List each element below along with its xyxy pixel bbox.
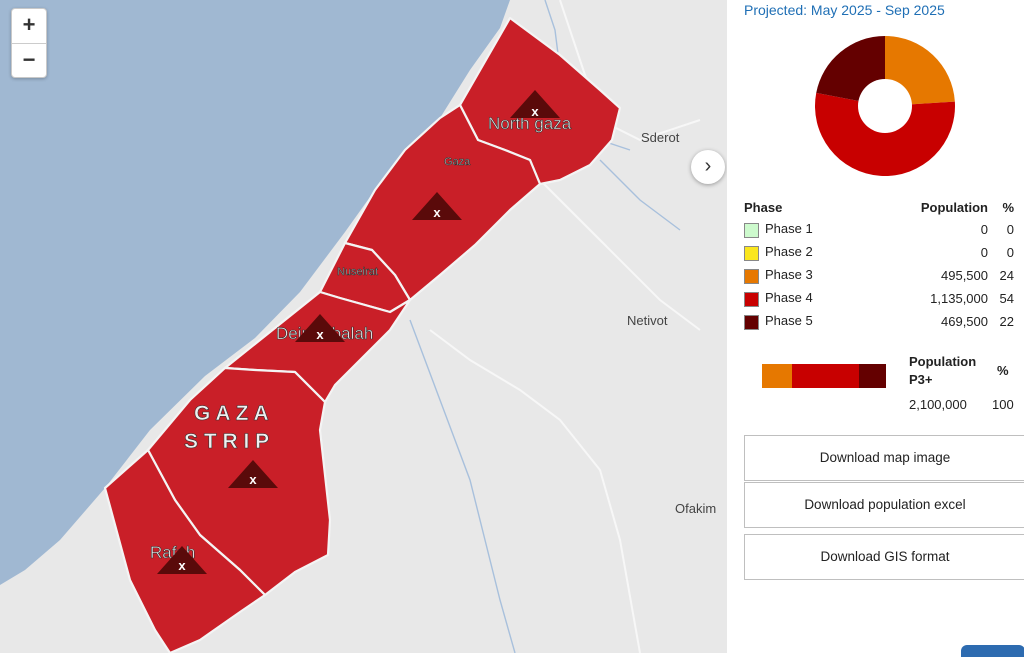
p3-header-line1: Population <box>909 354 977 369</box>
phase-donut-chart <box>815 36 955 176</box>
p3-pct-header: % <box>997 363 1009 378</box>
label-north-gaza: North gaza <box>488 114 572 133</box>
label-ofakim: Ofakim <box>675 501 716 516</box>
marker-x: x <box>178 558 186 573</box>
download-population-excel-button[interactable]: Download population excel <box>744 482 1024 528</box>
famine-marker-khan-younis[interactable]: x <box>228 460 278 488</box>
marker-x: x <box>316 327 324 342</box>
phase-pct: 0 <box>1006 222 1014 237</box>
phase-pct: 24 <box>999 268 1014 283</box>
phase-pct: 22 <box>999 314 1014 329</box>
label-sderot: Sderot <box>641 130 680 145</box>
famine-marker-gaza[interactable]: x <box>412 192 462 220</box>
phase-swatch <box>744 291 759 307</box>
phase-population: 0 <box>980 222 988 237</box>
table-row: Phase 5 469,500 22 <box>744 310 1014 333</box>
phase-population: 495,500 <box>941 268 988 283</box>
phase-population: 0 <box>980 245 988 260</box>
zoom-control: + − <box>11 8 47 78</box>
phase-swatch <box>744 268 759 284</box>
col-header-pct: % <box>1002 199 1014 215</box>
phase-pct: 54 <box>999 291 1014 306</box>
label-gaza-strip-line1: G A Z A <box>194 402 269 425</box>
phase-population: 1,135,000 <box>930 291 988 306</box>
phase-swatch <box>744 245 759 261</box>
p3-header-line2: P3+ <box>909 372 933 387</box>
col-header-phase: Phase <box>744 199 783 215</box>
chevron-right-icon: › <box>704 155 712 177</box>
p3-bar-segment-phase-5 <box>858 364 886 388</box>
p3-header: Population P3+ <box>909 353 976 389</box>
phase-label: Phase 1 <box>765 221 813 237</box>
download-map-image-button[interactable]: Download map image <box>744 435 1024 481</box>
map-view[interactable]: North gaza Gaza Nuseirat Deir Al-balah G… <box>0 0 727 653</box>
famine-marker-north-gaza[interactable]: x <box>510 90 560 119</box>
p3-pct: 100 <box>992 397 1014 412</box>
projection-period: Projected: May 2025 - Sep 2025 <box>744 2 945 18</box>
marker-x: x <box>249 472 257 487</box>
famine-markers: x x x x x <box>157 90 560 574</box>
table-row: Phase 1 0 0 <box>744 218 1014 241</box>
col-header-population: Population <box>920 199 988 215</box>
zoom-out-button[interactable]: − <box>12 43 46 78</box>
p3-population: 2,100,000 <box>909 397 967 412</box>
label-gaza: Gaza <box>444 156 471 168</box>
phase-label: Phase 4 <box>765 290 813 306</box>
famine-marker-rafah[interactable]: x <box>157 546 207 574</box>
p3-bar-segment-phase-4 <box>791 364 859 388</box>
phase-population: 469,500 <box>941 314 988 329</box>
info-panel: Projected: May 2025 - Sep 2025 Phase Pop… <box>727 0 1024 657</box>
sea <box>0 0 510 585</box>
table-row: Phase 2 0 0 <box>744 241 1014 264</box>
famine-marker-deir-al-balah[interactable]: x <box>295 314 345 342</box>
donut-slice-phase-4[interactable] <box>815 92 955 176</box>
p3-bar-segment-phase-3 <box>762 364 792 388</box>
marker-x: x <box>433 205 441 220</box>
zoom-in-button[interactable]: + <box>22 12 36 37</box>
scroll-top-button[interactable] <box>961 645 1024 657</box>
marker-x: x <box>531 104 539 119</box>
phase-swatch <box>744 222 759 238</box>
table-row: Phase 3 495,500 24 <box>744 264 1014 287</box>
phase-label: Phase 3 <box>765 267 813 283</box>
label-netivot: Netivot <box>627 313 668 328</box>
p3-stacked-bar <box>762 364 886 388</box>
phase-table: Phase Population % Phase 1 0 0 Phase 2 0… <box>744 196 1014 333</box>
expand-panel-button[interactable]: › <box>691 150 725 184</box>
label-nuseirat: Nuseirat <box>337 266 378 278</box>
download-gis-button[interactable]: Download GIS format <box>744 534 1024 580</box>
label-gaza-strip-line2: S T R I P <box>184 430 269 453</box>
phase-pct: 0 <box>1006 245 1014 260</box>
map-canvas[interactable]: North gaza Gaza Nuseirat Deir Al-balah G… <box>0 0 727 653</box>
phase-label: Phase 5 <box>765 313 813 329</box>
phase-swatch <box>744 314 759 330</box>
phase-label: Phase 2 <box>765 244 813 260</box>
table-row: Phase 4 1,135,000 54 <box>744 287 1014 310</box>
